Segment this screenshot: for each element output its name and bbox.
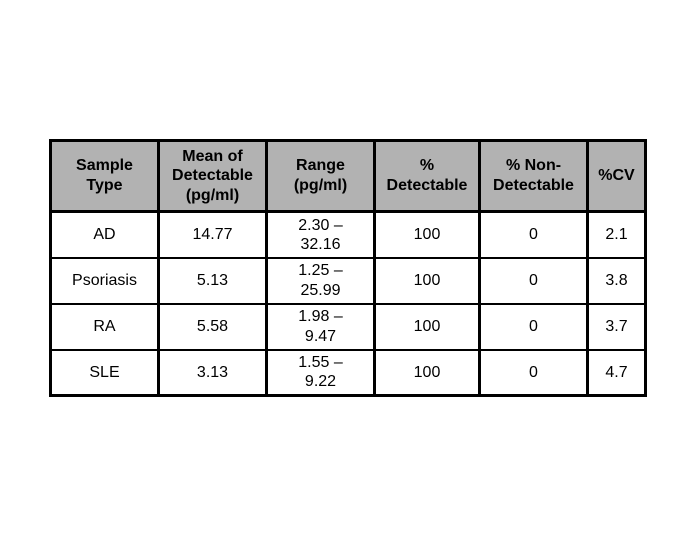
cell-pct-non-detectable: 0	[478, 302, 589, 351]
cell-mean-detectable: 5.13	[157, 256, 268, 305]
cell-sample-type: AD	[49, 210, 160, 259]
cell-mean-detectable: 3.13	[157, 348, 268, 397]
header-pct-non-detectable: % Non- Detectable	[478, 139, 589, 213]
table-row: SLE 3.13 1.55 – 9.22 100 0 4.7	[49, 348, 647, 397]
cell-range: 1.55 – 9.22	[265, 348, 376, 397]
cell-sample-type: SLE	[49, 348, 160, 397]
cell-pct-non-detectable: 0	[478, 256, 589, 305]
cell-pct-cv: 2.1	[586, 210, 647, 259]
data-table: Sample Type Mean of Detectable (pg/ml) R…	[49, 139, 647, 397]
cell-pct-detectable: 100	[373, 348, 481, 397]
header-range: Range (pg/ml)	[265, 139, 376, 213]
table-row: RA 5.58 1.98 – 9.47 100 0 3.7	[49, 302, 647, 351]
header-pct-cv: %CV	[586, 139, 647, 213]
cell-range: 1.98 – 9.47	[265, 302, 376, 351]
cell-range: 2.30 – 32.16	[265, 210, 376, 259]
header-sample-type: Sample Type	[49, 139, 160, 213]
cell-sample-type: RA	[49, 302, 160, 351]
cell-sample-type: Psoriasis	[49, 256, 160, 305]
cell-pct-cv: 4.7	[586, 348, 647, 397]
header-pct-detectable: % Detectable	[373, 139, 481, 213]
cell-mean-detectable: 5.58	[157, 302, 268, 351]
cell-range: 1.25 – 25.99	[265, 256, 376, 305]
cell-mean-detectable: 14.77	[157, 210, 268, 259]
cell-pct-cv: 3.7	[586, 302, 647, 351]
cell-pct-non-detectable: 0	[478, 348, 589, 397]
cell-pct-cv: 3.8	[586, 256, 647, 305]
cell-pct-detectable: 100	[373, 210, 481, 259]
cell-pct-non-detectable: 0	[478, 210, 589, 259]
table-row: Psoriasis 5.13 1.25 – 25.99 100 0 3.8	[49, 256, 647, 305]
header-mean-detectable: Mean of Detectable (pg/ml)	[157, 139, 268, 213]
cell-pct-detectable: 100	[373, 256, 481, 305]
cell-pct-detectable: 100	[373, 302, 481, 351]
table-header-row: Sample Type Mean of Detectable (pg/ml) R…	[49, 139, 647, 213]
table-row: AD 14.77 2.30 – 32.16 100 0 2.1	[49, 210, 647, 259]
